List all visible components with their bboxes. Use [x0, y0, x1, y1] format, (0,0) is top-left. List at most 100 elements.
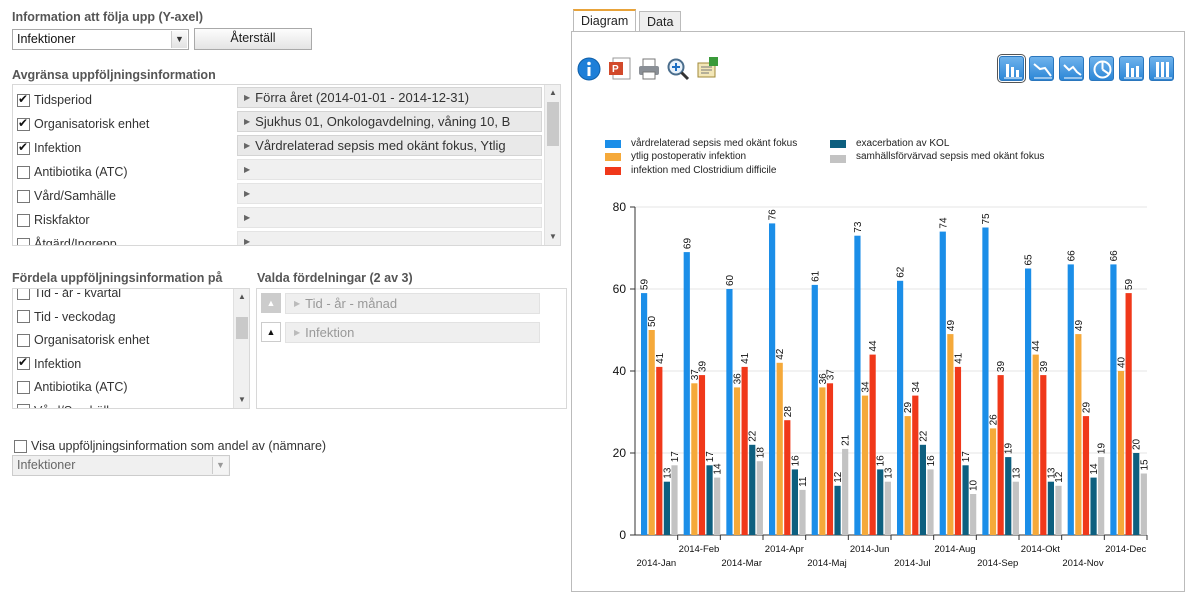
denominator-checkbox[interactable]	[14, 439, 27, 453]
pie-chart-icon[interactable]	[1089, 56, 1114, 81]
info-icon[interactable]	[577, 57, 601, 81]
line-chart-icon[interactable]	[1029, 56, 1054, 81]
bar	[970, 494, 977, 535]
move-up-button[interactable]: ▲	[261, 322, 281, 342]
y-tick-label: 20	[613, 446, 627, 460]
limit-option[interactable]: Organisatorisk enhet	[17, 114, 149, 134]
limit-value-field[interactable]: ▶ Vårdrelaterad sepsis med okänt fokus, Y…	[237, 135, 542, 156]
bar-value-label: 16	[876, 455, 887, 467]
scroll-thumb[interactable]	[236, 317, 248, 339]
limit-panel: Tidsperiod ▶ Förra året (2014-01-01 - 2014…	[12, 84, 561, 246]
limit-checkbox[interactable]	[17, 237, 30, 245]
distribute-checkbox[interactable]	[17, 310, 30, 323]
limit-option[interactable]: Vård/Samhälle	[17, 186, 116, 206]
legend-swatch	[830, 155, 846, 163]
reset-button[interactable]: Återställ	[194, 28, 312, 50]
bar-value-label: 15	[1139, 459, 1150, 471]
distribute-section-title: Fördela uppföljningsinformation på	[12, 271, 223, 285]
scroll-thumb[interactable]	[547, 102, 559, 146]
limit-option[interactable]: Tidsperiod	[17, 90, 92, 110]
scroll-up-icon[interactable]: ▲	[238, 292, 246, 301]
bar-value-label: 29	[903, 402, 914, 414]
limit-checkbox[interactable]	[17, 213, 30, 227]
limit-checkbox[interactable]	[17, 140, 30, 155]
bar	[641, 293, 648, 535]
bar	[854, 235, 861, 535]
bar-value-label: 19	[1097, 443, 1108, 455]
tab-data[interactable]: Data	[639, 11, 682, 33]
distribute-option-label: Vård/Samhälle	[34, 404, 116, 409]
limit-value-field[interactable]: ▶ Sjukhus 01, Onkologavdelning, våning 10…	[237, 111, 542, 132]
distribute-option[interactable]: Tid - veckodag	[17, 307, 116, 327]
bar-value-label: 13	[1046, 467, 1057, 479]
distribute-option[interactable]: Vård/Samhälle	[17, 401, 116, 409]
selected-distribution-item[interactable]: ▶ Infektion	[285, 322, 540, 343]
tab-diagram[interactable]: Diagram	[573, 9, 637, 32]
x-tick-label: 2014-Nov	[1062, 558, 1103, 569]
distribute-checkbox[interactable]	[17, 404, 30, 408]
distribute-option[interactable]: Antibiotika (ATC)	[17, 377, 128, 397]
scroll-down-icon[interactable]: ▼	[549, 232, 557, 241]
export-icon[interactable]	[695, 55, 719, 79]
play-icon: ▶	[244, 189, 251, 198]
bar-value-label: 75	[981, 213, 992, 225]
denominator-checkbox-row[interactable]: Visa uppföljningsinformation som andel a…	[14, 436, 326, 456]
bar	[982, 227, 989, 535]
bar	[811, 284, 818, 535]
bar-chart-icon[interactable]	[997, 54, 1026, 83]
selected-distribution-item[interactable]: ▶ Tid - år - månad	[285, 293, 540, 314]
bar-value-label: 10	[969, 479, 980, 491]
area-chart-icon[interactable]	[1059, 56, 1084, 81]
limit-option[interactable]: Antibiotika (ATC)	[17, 162, 128, 182]
distribute-checkbox[interactable]	[17, 333, 30, 347]
bar-value-label: 13	[662, 467, 673, 479]
bar-value-label: 19	[1004, 443, 1015, 455]
bar-value-label: 44	[868, 340, 879, 352]
move-up-button[interactable]: ▲	[261, 293, 281, 313]
zoom-icon[interactable]	[666, 57, 690, 81]
distribute-checkbox[interactable]	[17, 289, 30, 300]
limit-value-field[interactable]: ▶	[237, 183, 542, 204]
stacked-bar-icon[interactable]	[1119, 56, 1144, 81]
scroll-up-icon[interactable]: ▲	[549, 88, 557, 97]
bar-value-label: 20	[1132, 438, 1143, 450]
distribute-option[interactable]: Tid - år - kvartal	[17, 289, 121, 303]
limit-scrollbar[interactable]: ▲ ▼	[544, 85, 560, 245]
denominator-select[interactable]: Infektioner ▼	[12, 455, 230, 476]
limit-value-field[interactable]: ▶	[237, 231, 542, 245]
limit-checkbox[interactable]	[17, 116, 30, 131]
bar-value-label: 61	[810, 270, 821, 282]
bar-value-label: 34	[861, 381, 872, 393]
bar-value-label: 12	[833, 471, 844, 483]
bar-value-label: 22	[748, 430, 759, 442]
distribute-option[interactable]: Infektion	[17, 354, 81, 374]
limit-checkbox[interactable]	[17, 165, 30, 179]
legend-label: ytlig postoperativ infektion	[631, 151, 747, 162]
print-icon[interactable]	[637, 57, 661, 81]
bar-value-label: 41	[655, 352, 666, 364]
distribute-scrollbar[interactable]: ▲ ▼	[233, 289, 249, 408]
scroll-down-icon[interactable]: ▼	[238, 395, 246, 404]
distribute-checkbox[interactable]	[17, 380, 30, 394]
bar	[989, 428, 997, 535]
bar	[683, 252, 690, 535]
limit-option[interactable]: Åtgärd/Ingrepp	[17, 234, 117, 245]
play-icon: ▶	[244, 165, 251, 174]
bar	[1005, 457, 1012, 535]
limit-checkbox[interactable]	[17, 189, 30, 203]
limit-checkbox[interactable]	[17, 92, 30, 107]
stacked-bar-full-icon[interactable]	[1149, 56, 1174, 81]
limit-option-label: Vård/Samhälle	[34, 189, 116, 203]
powerpoint-icon[interactable]: P	[607, 56, 631, 80]
limit-value-field[interactable]: ▶	[237, 207, 542, 228]
limit-value-field[interactable]: ▶	[237, 159, 542, 180]
limit-option[interactable]: Infektion	[17, 138, 81, 158]
bar	[714, 477, 721, 535]
distribute-option[interactable]: Organisatorisk enhet	[17, 330, 149, 350]
bar-value-label: 14	[713, 463, 724, 475]
limit-value-field[interactable]: ▶ Förra året (2014-01-01 - 2014-12-31)	[237, 87, 542, 108]
distribute-checkbox[interactable]	[17, 355, 30, 370]
yaxis-select[interactable]: Infektioner ▼	[12, 29, 189, 50]
limit-option[interactable]: Riskfaktor	[17, 210, 90, 230]
bar-value-label: 66	[1109, 250, 1120, 262]
